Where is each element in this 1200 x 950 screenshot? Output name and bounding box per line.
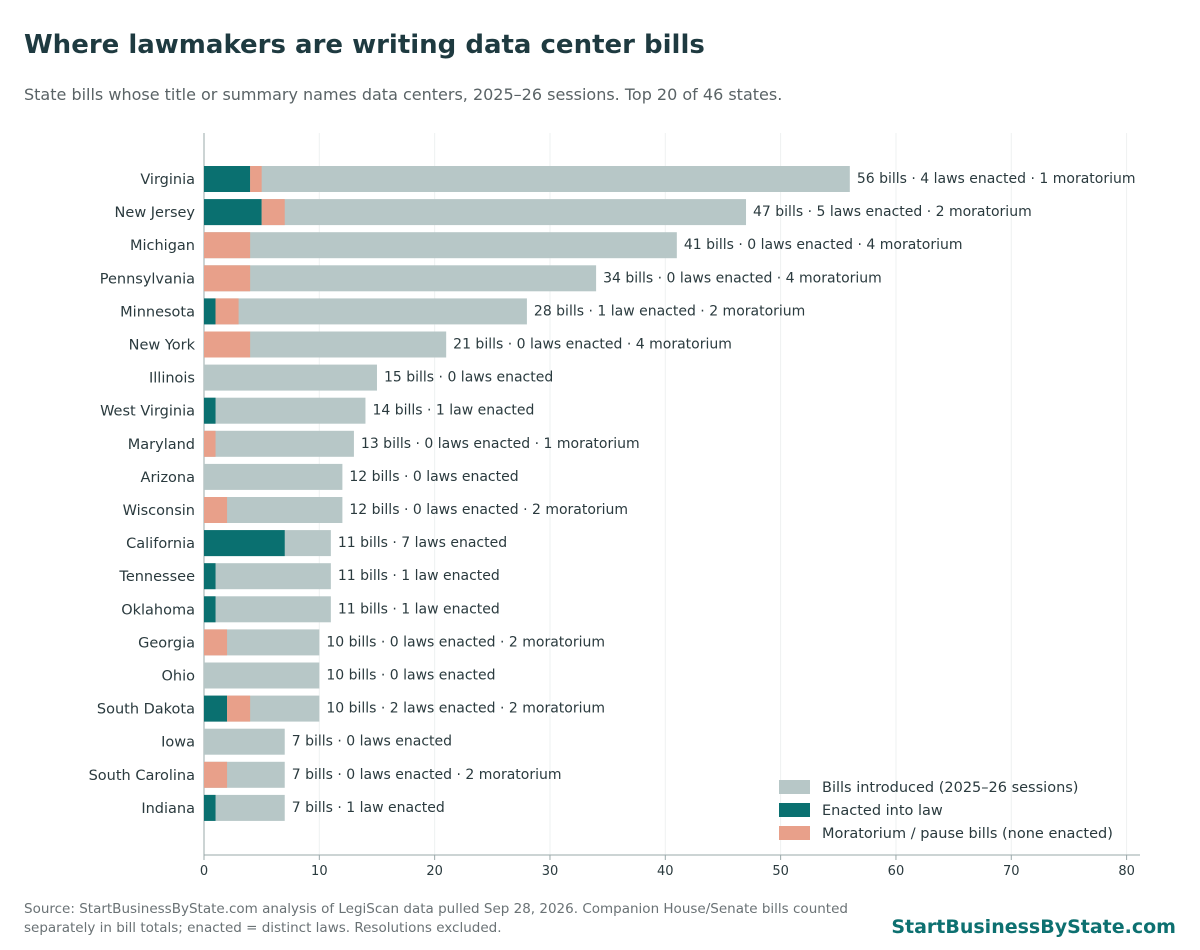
x-tick-label: 70 [1003, 864, 1020, 879]
data-label: 7 bills · 0 laws enacted [292, 734, 452, 750]
category-label: Wisconsin [123, 503, 195, 519]
bar-moratorium [204, 497, 228, 523]
bar-introduced [204, 232, 677, 259]
x-tick-label: 50 [772, 864, 789, 879]
bar-moratorium [204, 331, 251, 358]
x-tick-label: 10 [311, 864, 328, 879]
category-label: Illinois [149, 371, 195, 387]
bar-introduced [204, 728, 285, 755]
bar-moratorium [204, 232, 251, 259]
data-label: 34 bills · 0 laws enacted · 4 moratorium [603, 270, 882, 286]
bar-introduced [204, 298, 527, 325]
category-label: Georgia [138, 635, 195, 651]
category-label: Minnesota [120, 304, 195, 320]
data-label: 41 bills · 0 laws enacted · 4 moratorium [684, 237, 963, 253]
legend-swatch [779, 803, 810, 817]
x-tick-label: 60 [888, 864, 905, 879]
category-label: Arizona [141, 470, 195, 486]
source-note: Source: StartBusinessByState.com analysi… [24, 901, 848, 936]
data-label: 15 bills · 0 laws enacted [384, 370, 553, 386]
bar-introduced [204, 166, 850, 192]
category-label: Tennessee [118, 569, 195, 585]
category-label: Pennsylvania [100, 271, 195, 287]
category-label: Virginia [140, 172, 195, 188]
bar-moratorium [204, 265, 251, 292]
data-label: 10 bills · 0 laws enacted · 2 moratorium [326, 634, 605, 650]
data-label: 11 bills · 1 law enacted [338, 601, 500, 617]
category-label: West Virginia [100, 404, 195, 420]
category-label: Iowa [161, 735, 195, 751]
bar-enacted [204, 199, 262, 226]
bar-introduced [204, 199, 747, 226]
category-label: Oklahoma [121, 602, 195, 618]
bar-introduced [204, 596, 331, 623]
bar-introduced [204, 397, 366, 424]
category-label: Maryland [128, 437, 195, 453]
bar-enacted [204, 166, 251, 192]
brand-logo-text: StartBusinessByState.com [891, 916, 1176, 938]
category-label: New Jersey [115, 205, 196, 221]
bar-enacted [204, 397, 216, 424]
bar-moratorium [261, 199, 285, 226]
legend-entry: Bills introduced (2025–26 sessions) [822, 780, 1078, 796]
bar-moratorium [204, 629, 228, 656]
category-label: Indiana [141, 801, 195, 817]
chart-title: Where lawmakers are writing data center … [24, 30, 705, 60]
category-label: Ohio [161, 669, 195, 685]
bar-introduced [204, 662, 320, 689]
data-label: 7 bills · 0 laws enacted · 2 moratorium [292, 767, 562, 783]
data-label: 10 bills · 0 laws enacted [326, 668, 495, 684]
bar-moratorium [250, 166, 262, 192]
bar-introduced [204, 265, 597, 292]
data-label: 56 bills · 4 laws enacted · 1 moratorium [857, 171, 1136, 187]
data-label: 14 bills · 1 law enacted [372, 403, 534, 419]
data-label: 12 bills · 0 laws enacted [349, 469, 518, 485]
bar-moratorium [227, 695, 251, 722]
data-label: 10 bills · 2 laws enacted · 2 moratorium [326, 701, 605, 717]
data-label: 11 bills · 7 laws enacted [338, 535, 507, 551]
bar-introduced [204, 463, 343, 490]
bar-enacted [204, 530, 285, 557]
bar-enacted [204, 563, 216, 590]
chart-subtitle: State bills whose title or summary names… [24, 85, 783, 104]
category-label: South Carolina [89, 768, 195, 784]
legend-entry: Enacted into law [822, 803, 943, 819]
x-tick-label: 30 [542, 864, 559, 879]
data-label: 21 bills · 0 laws enacted · 4 moratorium [453, 337, 732, 353]
legend-swatch [779, 826, 810, 840]
category-label: Michigan [130, 238, 195, 254]
data-label: 28 bills · 1 law enacted · 2 moratorium [534, 303, 805, 319]
x-tick-label: 40 [657, 864, 674, 879]
data-label: 13 bills · 0 laws enacted · 1 moratorium [361, 436, 640, 452]
bar-moratorium [215, 298, 239, 325]
bar-moratorium [204, 761, 228, 788]
data-label: 47 bills · 5 laws enacted · 2 moratorium [753, 204, 1032, 220]
bar-enacted [204, 298, 216, 325]
bar-enacted [204, 695, 228, 722]
legend-entry: Moratorium / pause bills (none enacted) [822, 826, 1113, 842]
data-label: 7 bills · 1 law enacted [292, 800, 445, 816]
category-label: California [126, 536, 195, 552]
data-label: 12 bills · 0 laws enacted · 2 moratorium [349, 502, 628, 518]
bar-enacted [204, 596, 216, 623]
category-label: South Dakota [97, 702, 195, 718]
category-label: New York [129, 338, 196, 354]
legend-swatch [779, 780, 810, 794]
bar-introduced [204, 430, 354, 457]
x-tick-label: 0 [200, 864, 208, 879]
bar-enacted [204, 794, 216, 821]
bar-introduced [204, 794, 285, 821]
x-tick-label: 20 [426, 864, 443, 879]
bar-moratorium [204, 430, 216, 457]
data-label: 11 bills · 1 law enacted [338, 568, 500, 584]
x-tick-label: 80 [1118, 864, 1135, 879]
bar-introduced [204, 364, 377, 391]
bar-introduced [204, 563, 331, 590]
